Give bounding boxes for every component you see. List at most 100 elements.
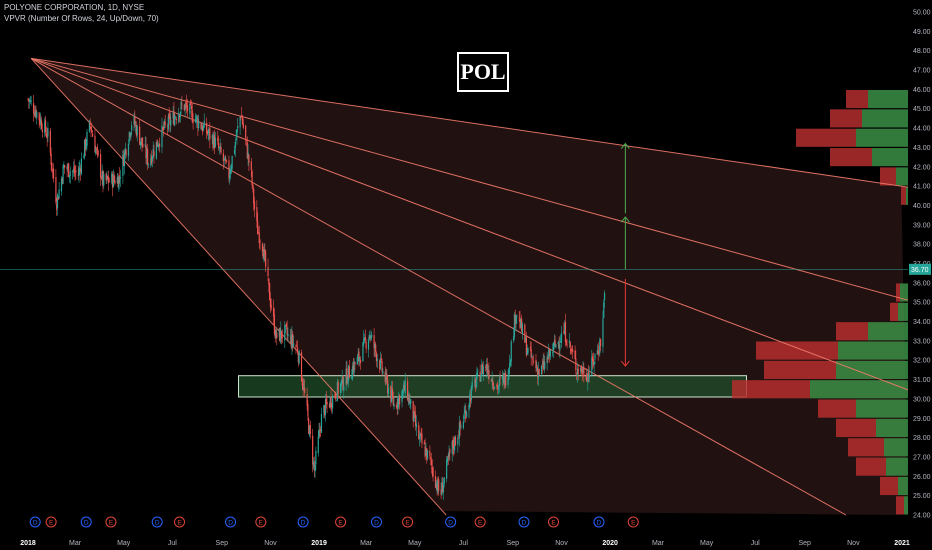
candle-body (28, 99, 31, 102)
candle-body (398, 396, 400, 401)
candle-body (328, 403, 331, 408)
candle-body (66, 166, 68, 170)
candle-body (233, 149, 236, 154)
candle-body (391, 389, 393, 402)
candle-body (380, 357, 382, 360)
candle-body (214, 135, 216, 148)
earnings-event-icon (402, 516, 414, 528)
candle-body (95, 148, 98, 150)
candle-body (162, 127, 164, 129)
candle-body (49, 130, 51, 153)
candle-body (172, 112, 174, 119)
y-axis-tick-label: 46.00 (913, 87, 931, 94)
candle-body (236, 129, 238, 137)
candle-body (52, 170, 54, 171)
candle-body (362, 342, 364, 362)
x-axis-tick-label: 2021 (894, 540, 910, 547)
candle-body (340, 380, 342, 386)
candle-body (459, 421, 461, 428)
candle-body (532, 361, 535, 362)
candle-body (540, 365, 543, 375)
indicator-title: VPVR (Number Of Rows, 24, Up/Down, 70) (4, 14, 159, 23)
candle-body (382, 371, 384, 374)
x-axis-tick-label: Sep (798, 540, 811, 547)
y-axis-tick-label: 41.00 (913, 184, 931, 191)
candle-body (575, 358, 577, 371)
candle-body (279, 328, 281, 342)
candle-body (320, 429, 322, 432)
candle-body (476, 372, 478, 380)
candle-body (306, 393, 308, 406)
candle-body (107, 176, 109, 180)
candle-body (336, 381, 339, 400)
candle-body (281, 336, 283, 339)
candle-body (426, 450, 429, 459)
candle-body (61, 179, 63, 183)
candle-body (468, 405, 470, 411)
candle-body (509, 359, 512, 366)
candle-body (80, 168, 82, 173)
candle-body (334, 393, 336, 397)
volume-profile-down-bar (880, 476, 898, 496)
candle-body (30, 100, 32, 102)
candle-body (597, 350, 599, 354)
candle-body (28, 99, 30, 102)
candle-body (542, 360, 544, 365)
candle-body (485, 364, 488, 370)
volume-profile-down-bar (830, 148, 872, 167)
candle-body (175, 118, 177, 121)
candle-body (127, 143, 130, 157)
event-label: D (374, 520, 379, 527)
candle-body (565, 340, 567, 345)
candle-body (430, 457, 432, 459)
event-label: D (33, 520, 38, 527)
candle-body (364, 337, 366, 341)
y-axis-tick-label: 32.00 (913, 358, 931, 365)
candle-body (421, 434, 423, 444)
candle-body (591, 356, 593, 376)
candle-body (414, 411, 416, 415)
candle-body (147, 163, 150, 165)
event-label: D (228, 520, 233, 527)
candle-body (247, 152, 249, 159)
candle-body (399, 395, 401, 405)
candle-body (40, 119, 42, 125)
candle-body (73, 166, 75, 174)
candle-body (111, 173, 113, 183)
candle-body (406, 381, 409, 400)
earnings-event-icon (45, 516, 57, 528)
candle-body (297, 353, 299, 363)
candle-body (514, 314, 516, 325)
candle-body (161, 125, 163, 148)
y-axis[interactable]: 50.00 49.00 48.00 47.00 46.00 45.00 44.00 43.00… (908, 0, 932, 550)
x-axis-tick-label: Jul (168, 540, 177, 547)
y-axis-tick-label: 49.00 (913, 29, 931, 36)
volume-profile-down-bar (856, 457, 886, 476)
candle-body (162, 126, 165, 130)
x-axis[interactable]: 2018 Mar May Jul Sep Nov 2019 Mar May Jul Sep Nov 20… (0, 536, 932, 550)
candle-body (457, 438, 459, 445)
candle-body (591, 356, 594, 362)
candle-body (146, 150, 148, 159)
candle-body (298, 350, 300, 364)
candle-body (544, 362, 546, 369)
candle-body (223, 158, 225, 160)
candle-body (167, 116, 169, 130)
volume-profile-up-bar (900, 283, 908, 302)
candle-body (317, 436, 319, 454)
candle-body (527, 347, 529, 353)
y-axis-tick-label: 25.00 (913, 493, 931, 500)
candle-body (368, 334, 370, 339)
candle-body (342, 376, 344, 390)
candle-body (453, 445, 455, 450)
ticker-label-box: POL (457, 52, 509, 92)
candle-body (412, 401, 414, 421)
candle-body (329, 397, 331, 406)
candle-body (493, 386, 496, 389)
candle-body (139, 126, 141, 145)
candle-body (157, 146, 159, 147)
candle-body (603, 302, 605, 318)
candle-body (525, 336, 528, 356)
candle-body (280, 329, 282, 343)
candle-body (202, 125, 205, 131)
